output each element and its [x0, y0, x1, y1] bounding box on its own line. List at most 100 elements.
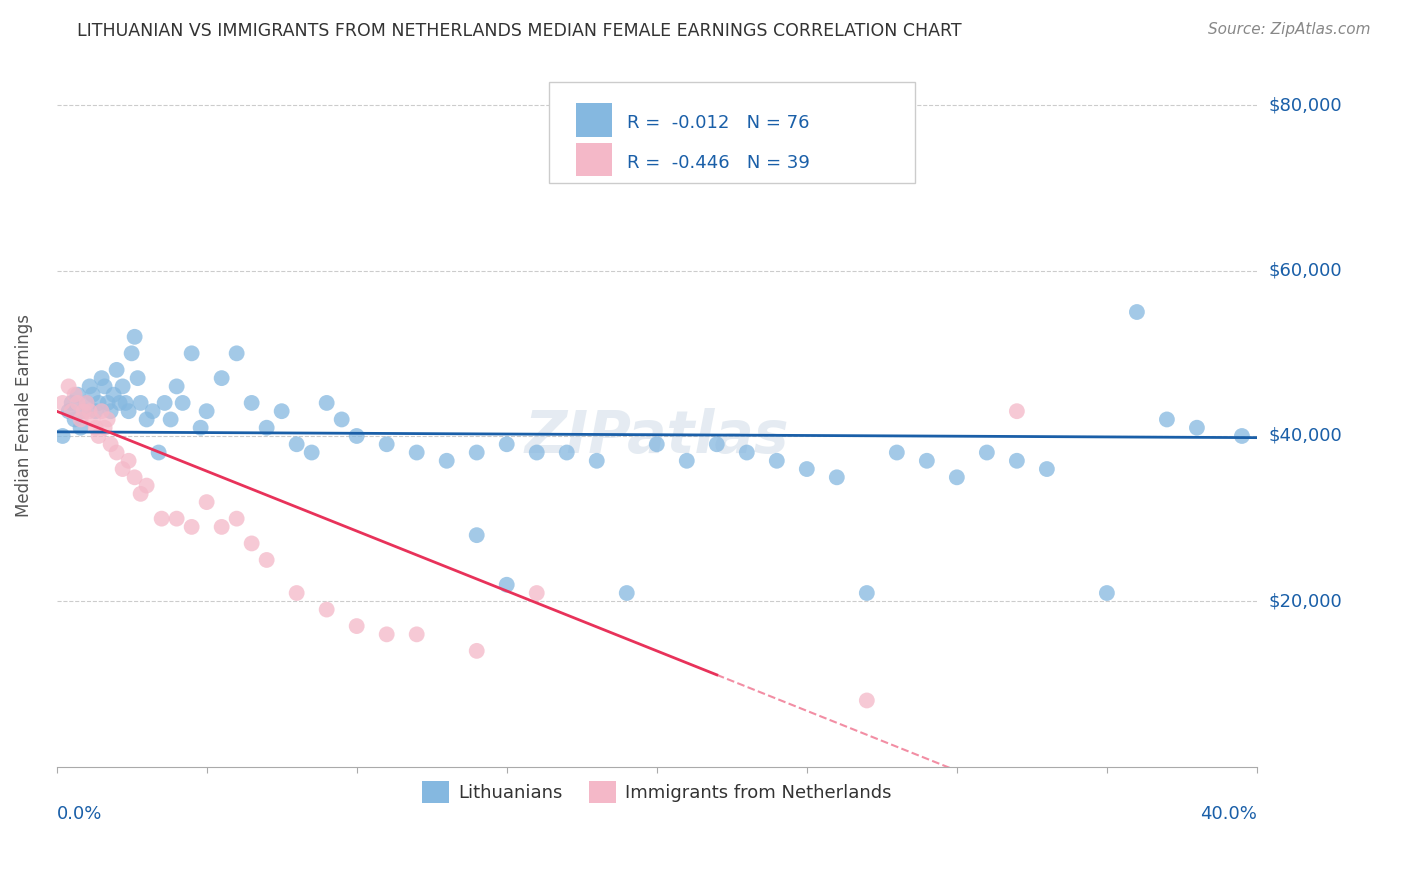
Point — [765, 454, 787, 468]
Text: LITHUANIAN VS IMMIGRANTS FROM NETHERLANDS MEDIAN FEMALE EARNINGS CORRELATION CHA: LITHUANIAN VS IMMIGRANTS FROM NETHERLAND… — [77, 22, 962, 40]
Point — [315, 396, 337, 410]
Text: $60,000: $60,000 — [1268, 261, 1341, 280]
Point — [166, 511, 188, 525]
Point — [60, 404, 83, 418]
Point — [180, 520, 202, 534]
Point — [172, 396, 194, 410]
Point — [180, 346, 202, 360]
Point — [346, 619, 368, 633]
Text: ZIPatlas: ZIPatlas — [524, 408, 789, 465]
Point — [465, 644, 488, 658]
Point — [166, 379, 188, 393]
Point — [330, 412, 353, 426]
Point — [195, 495, 218, 509]
Point — [69, 421, 91, 435]
Point — [87, 396, 110, 410]
Point — [1185, 421, 1208, 435]
Point — [76, 396, 98, 410]
Point — [526, 586, 548, 600]
Point — [58, 379, 80, 393]
Point — [1126, 305, 1149, 319]
Point — [52, 396, 75, 410]
Point — [52, 429, 75, 443]
Point — [1005, 404, 1028, 418]
Point — [148, 445, 170, 459]
Point — [82, 412, 104, 426]
Text: 0.0%: 0.0% — [56, 805, 103, 823]
Point — [127, 371, 149, 385]
Point — [97, 396, 120, 410]
Point — [526, 445, 548, 459]
Y-axis label: Median Female Earnings: Median Female Earnings — [15, 314, 32, 516]
Point — [1156, 412, 1178, 426]
Point — [124, 470, 146, 484]
Point — [100, 404, 122, 418]
Point — [915, 454, 938, 468]
Point — [66, 396, 89, 410]
Point — [585, 454, 607, 468]
Text: Source: ZipAtlas.com: Source: ZipAtlas.com — [1208, 22, 1371, 37]
Point — [405, 445, 427, 459]
Text: $40,000: $40,000 — [1268, 427, 1341, 445]
Point — [285, 586, 308, 600]
Point — [63, 387, 86, 401]
Point — [346, 429, 368, 443]
Point — [129, 487, 152, 501]
Point — [675, 454, 697, 468]
Point — [616, 586, 638, 600]
Point — [72, 404, 94, 418]
Point — [946, 470, 969, 484]
Point — [105, 363, 128, 377]
Point — [645, 437, 668, 451]
Point — [886, 445, 908, 459]
Point — [796, 462, 818, 476]
Bar — [576, 143, 613, 177]
Point — [225, 511, 247, 525]
Point — [93, 421, 115, 435]
Text: R =  -0.012   N = 76: R = -0.012 N = 76 — [627, 114, 810, 132]
Point — [1095, 586, 1118, 600]
Point — [465, 445, 488, 459]
Point — [90, 371, 112, 385]
Point — [159, 412, 181, 426]
Point — [79, 379, 101, 393]
Point — [76, 396, 98, 410]
Text: $20,000: $20,000 — [1268, 592, 1341, 610]
Point — [111, 462, 134, 476]
Point — [108, 396, 131, 410]
Point — [211, 520, 233, 534]
Point — [121, 346, 143, 360]
Point — [100, 437, 122, 451]
Point — [82, 387, 104, 401]
Point — [79, 404, 101, 418]
Point — [90, 404, 112, 418]
Point — [190, 421, 212, 435]
Point — [225, 346, 247, 360]
Text: R =  -0.446   N = 39: R = -0.446 N = 39 — [627, 154, 810, 172]
FancyBboxPatch shape — [548, 82, 915, 184]
Point — [129, 396, 152, 410]
Point — [84, 404, 107, 418]
Legend: Lithuanians, Immigrants from Netherlands: Lithuanians, Immigrants from Netherlands — [415, 773, 898, 810]
Point — [1005, 454, 1028, 468]
Point — [1230, 429, 1253, 443]
Point — [114, 396, 136, 410]
Point — [69, 412, 91, 426]
Point — [103, 387, 125, 401]
Point — [135, 412, 157, 426]
Point — [66, 387, 89, 401]
Point — [105, 445, 128, 459]
Point — [211, 371, 233, 385]
Point — [63, 412, 86, 426]
Point — [153, 396, 176, 410]
Point — [84, 421, 107, 435]
Point — [117, 454, 139, 468]
Point — [195, 404, 218, 418]
Point — [856, 586, 879, 600]
Point — [465, 528, 488, 542]
Point — [124, 330, 146, 344]
Point — [97, 412, 120, 426]
Point — [706, 437, 728, 451]
Point — [856, 693, 879, 707]
Point — [375, 627, 398, 641]
